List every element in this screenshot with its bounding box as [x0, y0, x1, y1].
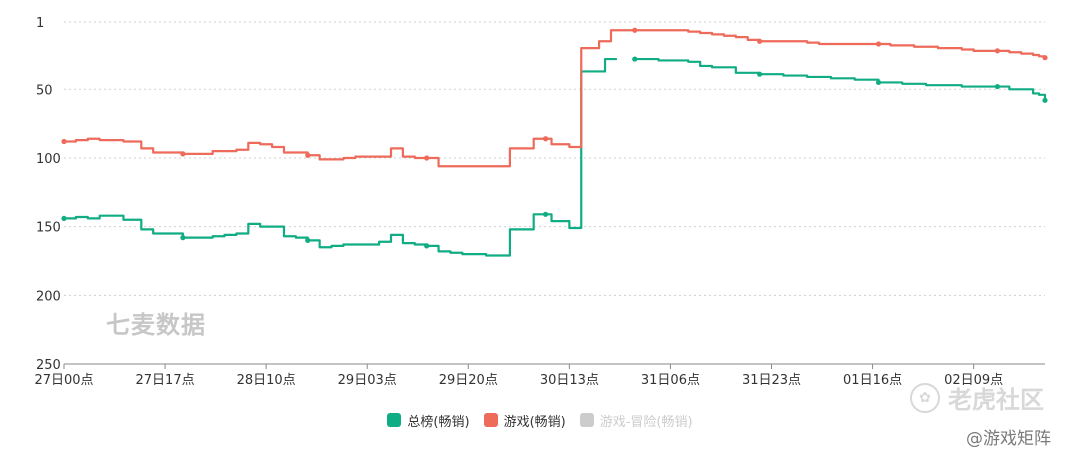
series-point [1042, 97, 1048, 103]
legend-item-adventure[interactable]: 游戏-冒险(畅销) [579, 411, 693, 430]
watermark-tiger-text: 老虎社区 [948, 386, 1044, 414]
series-point [632, 27, 638, 33]
series-point [305, 237, 311, 243]
x-axis: 27日00点 27日17点 28日10点 29日03点 29日20点 30日13点 31日0… [34, 363, 1045, 388]
y-tick-label: 1 [36, 16, 44, 31]
x-tick-label: 29日20点 [439, 373, 498, 388]
y-tick-label: 100 [36, 152, 61, 167]
x-tick-label: 28日10点 [237, 373, 296, 388]
x-tick-label: 29日03点 [338, 373, 397, 388]
series-point [61, 138, 67, 145]
legend-label-games: 游戏(畅销) [503, 414, 566, 430]
series-point [180, 151, 186, 157]
x-tick-label: 31日06点 [641, 373, 700, 388]
x-tick-label: 30日13点 [540, 373, 599, 388]
series-point [875, 79, 882, 86]
legend-item-games[interactable]: 游戏(畅销) [483, 411, 566, 430]
y-tick-label: 50 [36, 83, 53, 98]
series-layer [61, 27, 1048, 257]
grid-lines [64, 21, 1045, 296]
series-point [875, 41, 882, 47]
legend-item-overall[interactable]: 总榜(畅销) [387, 411, 470, 430]
series-line-1 [64, 29, 1047, 168]
y-tick-label: 250 [36, 358, 61, 373]
series-point [542, 136, 549, 142]
series-line-0 [64, 57, 1047, 257]
series-point [424, 155, 430, 161]
x-tick-label: 01日16点 [843, 373, 902, 388]
series-point [542, 211, 549, 217]
series-point [757, 71, 763, 77]
legend-swatch-adventure [579, 413, 594, 427]
series-point [994, 48, 1001, 54]
series-point [424, 243, 430, 249]
series-point [1042, 55, 1048, 61]
x-tick-label: 27日17点 [136, 373, 195, 388]
y-tick-label: 150 [36, 221, 61, 236]
legend-swatch-overall [387, 413, 402, 427]
legend: 总榜(畅销) 游戏(畅销) 游戏-冒险(畅销) [0, 409, 1080, 431]
legend-label-adventure: 游戏-冒险(畅销) [599, 414, 693, 430]
x-tick-label: 27日00点 [34, 373, 93, 388]
series-point [994, 83, 1001, 90]
series-point [757, 38, 763, 44]
series-point [61, 215, 67, 222]
series-point [305, 152, 311, 158]
x-tick-label: 31日23点 [742, 373, 801, 388]
paw-icon: ✿ [910, 382, 940, 413]
legend-label-overall: 总榜(畅销) [407, 414, 470, 430]
watermark-tiger-community: ✿ 老虎社区 [910, 380, 1044, 415]
series-point [632, 56, 638, 62]
legend-swatch-games [483, 413, 498, 427]
watermark-qimai: 七麦数据 [106, 311, 206, 339]
watermark-game-matrix: @游戏矩阵 [966, 429, 1051, 449]
series-point [180, 235, 186, 241]
x-tick-label: 02日09点 [944, 373, 1003, 388]
y-tick-label: 200 [36, 289, 61, 304]
